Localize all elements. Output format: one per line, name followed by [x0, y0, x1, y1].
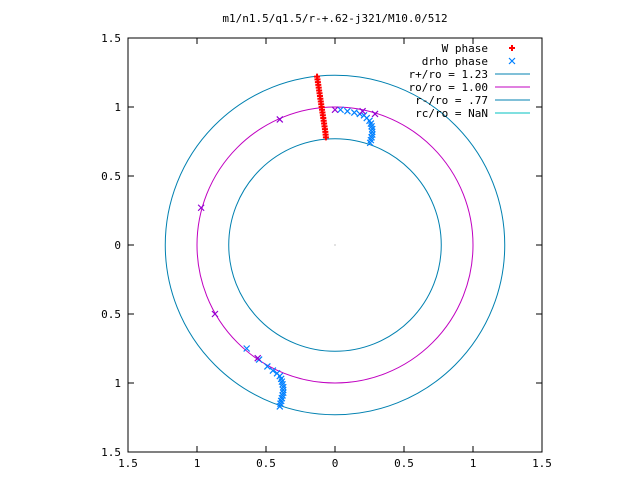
legend-label: W phase — [442, 42, 488, 55]
drho-phase-point — [279, 386, 287, 394]
x-tick-label: 1.5 — [118, 457, 138, 470]
radius-circles — [164, 74, 506, 416]
drho-phase-point — [263, 363, 271, 370]
data-points — [197, 73, 379, 410]
y-tick-label: 0.5 — [101, 308, 121, 321]
drho-phase-point — [343, 107, 351, 115]
y-tick-label: 1 — [114, 101, 121, 114]
drho-phase-point — [269, 367, 277, 375]
drho-phase-point — [276, 115, 284, 123]
y-tick-label: 0 — [114, 239, 121, 252]
x-tick-label: 1.5 — [532, 457, 552, 470]
x-tick-label: 1 — [470, 457, 477, 470]
axis-ticks: 1.5 1 0.5 0 0.5 1 1.51.510.500.511.5 — [101, 32, 552, 470]
circle-series — [196, 106, 474, 384]
legend-label: drho phase — [422, 55, 488, 68]
y-tick-label: 1.5 — [101, 32, 121, 45]
legend-label: ro/ro = 1.00 — [409, 81, 488, 94]
y-tick-label: 1.5 — [101, 446, 121, 459]
drho-phase-point — [254, 354, 262, 362]
legend-label: rc/ro = NaN — [415, 107, 488, 120]
w-phase-point — [322, 134, 329, 141]
drho-phase-point — [211, 310, 219, 318]
origin-dot — [334, 244, 336, 246]
drho-phase-point — [359, 107, 367, 115]
y-tick-label: 1 — [114, 377, 121, 390]
drho-phase-point — [371, 110, 379, 118]
x-tick-label: 0.5 — [256, 457, 276, 470]
drho-phase-point — [350, 109, 358, 116]
y-tick-label: 0.5 — [101, 170, 121, 183]
legend-label: r+/ro = 1.23 — [409, 68, 488, 81]
w-phase-point — [509, 45, 515, 51]
drho-phase-point — [197, 204, 205, 212]
drho-phase-point — [337, 106, 344, 114]
x-tick-label: 0 — [332, 457, 339, 470]
drho-phase-point — [279, 383, 287, 391]
circle-series — [164, 74, 506, 416]
drho-phase-point — [366, 139, 374, 147]
drho-phase-point — [331, 106, 339, 114]
drho-phase-point — [243, 345, 251, 352]
legend-label: r-/ro = .77 — [415, 94, 488, 107]
drho-phase-point — [276, 403, 284, 410]
drho-phase-point — [508, 57, 516, 65]
chart-title: m1/n1.5/q1.5/r-+.62-j321/M10.0/512 — [222, 12, 447, 25]
x-tick-label: 1 — [194, 457, 201, 470]
circle-series — [228, 138, 442, 352]
drho-phase-point — [368, 125, 376, 133]
x-tick-label: 0.5 — [394, 457, 414, 470]
drho-phase-point — [368, 128, 376, 136]
